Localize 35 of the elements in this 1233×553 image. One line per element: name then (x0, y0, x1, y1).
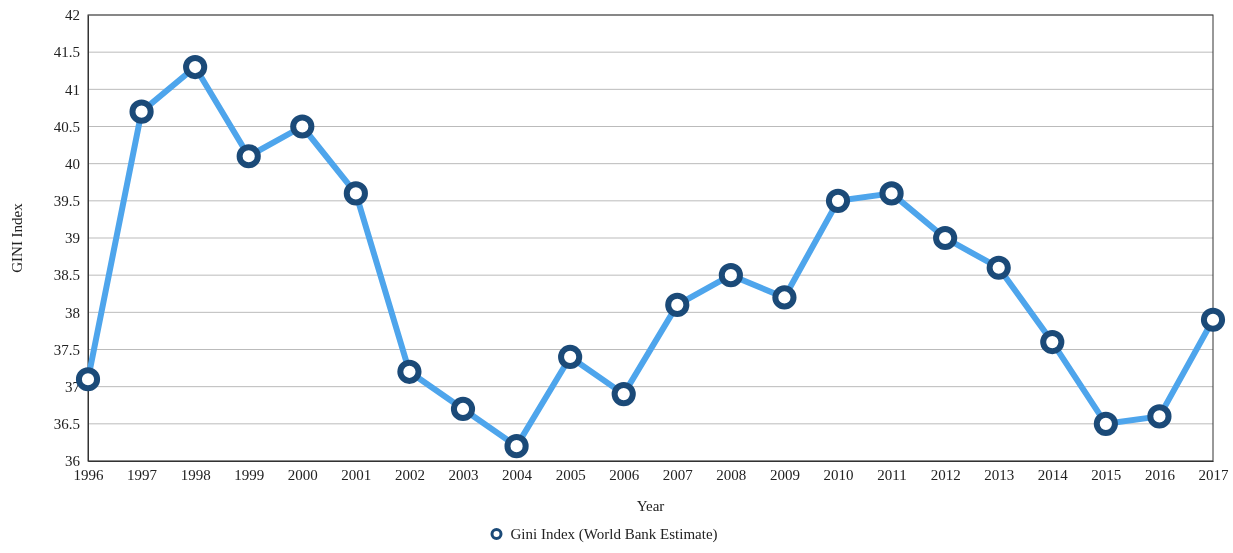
y-tick-label: 38.5 (53, 267, 80, 284)
y-tick-label: 37.5 (53, 341, 80, 358)
legend-label: Gini Index (World Bank Estimate) (510, 526, 718, 543)
y-tick-label: 41 (65, 81, 80, 98)
x-tick-label: 2008 (716, 466, 747, 483)
x-tick-label: 1999 (234, 466, 265, 483)
y-tick-label: 40 (65, 155, 80, 172)
y-tick-label: 41.5 (53, 44, 80, 61)
x-tick-label: 2009 (769, 466, 800, 483)
x-axis-title: Year (636, 498, 665, 514)
x-tick-label: 2014 (1037, 466, 1069, 483)
y-tick-label: 39.5 (53, 193, 80, 210)
x-tick-label: 2013 (984, 466, 1015, 483)
x-tick-label: 2007 (662, 466, 694, 483)
y-tick-label: 40.5 (53, 118, 80, 135)
x-tick-label: 2012 (930, 466, 961, 483)
x-tick-label: 2005 (555, 466, 586, 483)
x-tick-label: 2011 (877, 466, 907, 483)
y-tick-label: 39 (65, 230, 80, 247)
x-tick-label: 1998 (180, 466, 211, 483)
x-tick-label: 2003 (448, 466, 479, 483)
x-tick-label: 2000 (287, 466, 318, 483)
x-tick-label: 2010 (823, 466, 854, 483)
x-tick-label: 1997 (127, 466, 158, 483)
x-tick-label: 2004 (502, 466, 533, 483)
y-tick-label: 38 (65, 304, 80, 321)
x-tick-label: 2006 (609, 466, 640, 483)
x-tick-label: 2001 (341, 466, 372, 483)
x-tick-label: 2015 (1091, 466, 1122, 483)
x-tick-label: 2017 (1198, 466, 1229, 483)
y-tick-label: 36.5 (53, 416, 80, 433)
x-tick-label: 2016 (1144, 466, 1176, 483)
y-tick-label: 42 (65, 7, 80, 24)
x-tick-label: 2002 (394, 466, 425, 483)
y-axis-title: GINI Index (9, 202, 25, 273)
